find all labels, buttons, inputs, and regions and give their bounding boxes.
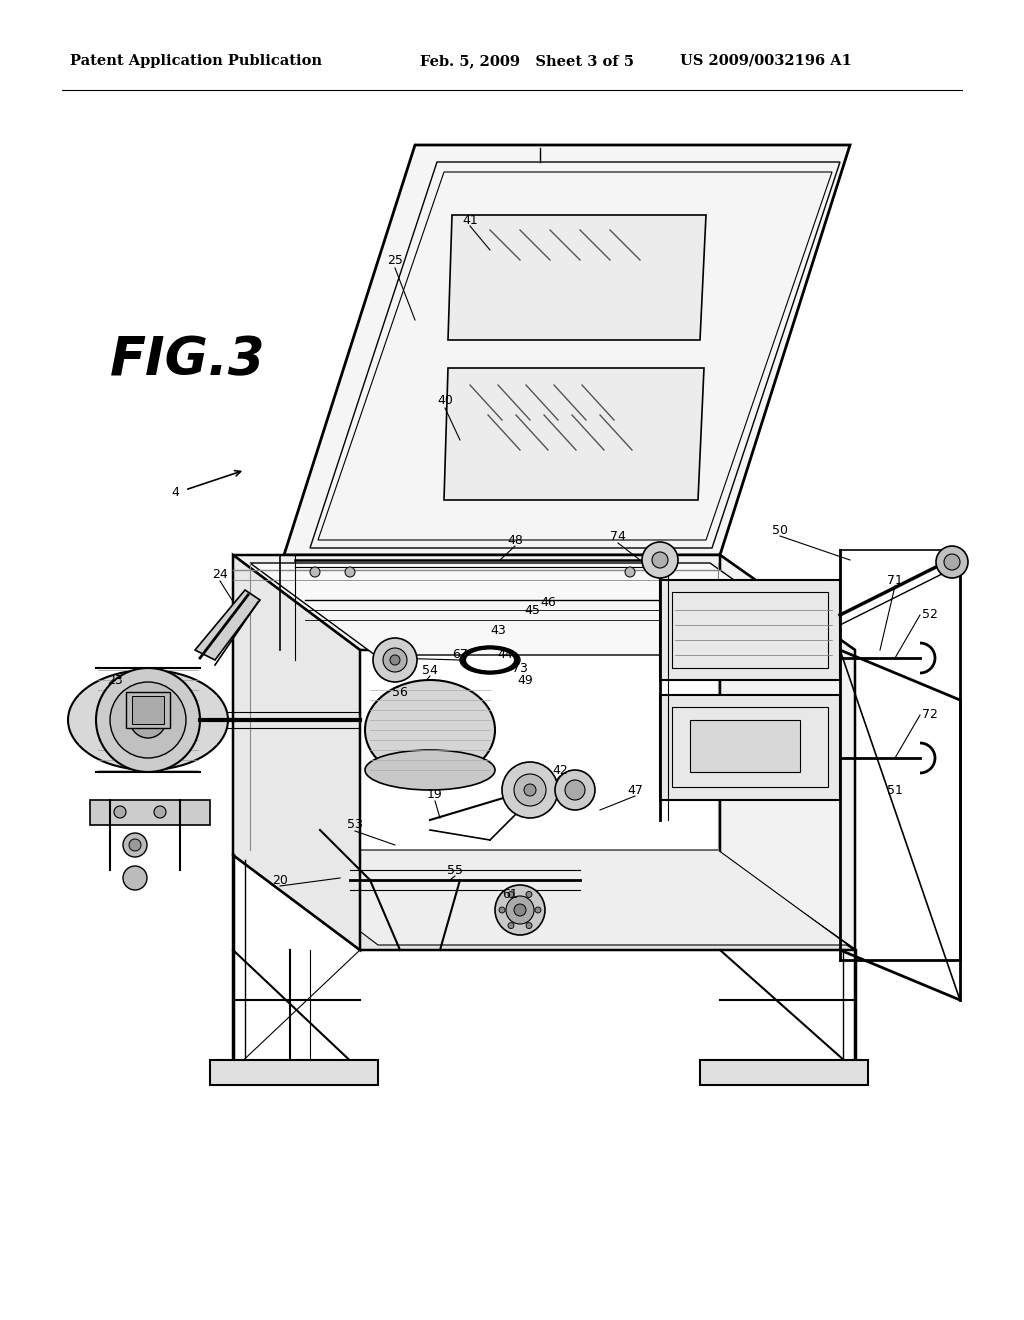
Bar [672, 591, 828, 668]
Text: 51: 51 [887, 784, 903, 796]
Text: Patent Application Publication: Patent Application Publication [70, 54, 322, 69]
Text: 56: 56 [392, 685, 408, 698]
Polygon shape [444, 368, 705, 500]
Circle shape [110, 682, 186, 758]
Circle shape [508, 923, 514, 928]
Bar [90, 800, 210, 825]
Polygon shape [233, 554, 360, 950]
Text: 25: 25 [387, 253, 402, 267]
Text: 54: 54 [422, 664, 438, 676]
Text: 40: 40 [437, 393, 453, 407]
Text: 41: 41 [462, 214, 478, 227]
Circle shape [936, 546, 968, 578]
Polygon shape [233, 554, 855, 649]
Circle shape [383, 648, 407, 672]
Circle shape [345, 568, 355, 577]
Text: 47: 47 [627, 784, 643, 796]
Circle shape [514, 904, 526, 916]
Polygon shape [284, 145, 850, 554]
Circle shape [508, 891, 514, 898]
Text: 24: 24 [212, 569, 228, 582]
Circle shape [373, 638, 417, 682]
Text: 74: 74 [610, 531, 626, 544]
Polygon shape [660, 579, 840, 680]
Circle shape [526, 891, 532, 898]
Text: 46: 46 [540, 595, 556, 609]
Circle shape [535, 907, 541, 913]
Circle shape [944, 554, 961, 570]
Circle shape [499, 907, 505, 913]
Polygon shape [253, 850, 848, 945]
Circle shape [652, 552, 668, 568]
Polygon shape [720, 554, 855, 950]
Text: 72: 72 [922, 709, 938, 722]
Text: 49: 49 [517, 673, 532, 686]
Circle shape [154, 807, 166, 818]
Text: FIG.3: FIG.3 [110, 334, 265, 385]
Text: 61: 61 [502, 888, 518, 902]
Circle shape [390, 655, 400, 665]
Text: 19: 19 [427, 788, 442, 801]
Ellipse shape [68, 671, 228, 770]
Bar [672, 708, 828, 787]
Text: 20: 20 [272, 874, 288, 887]
Bar [690, 719, 800, 772]
Text: 48: 48 [507, 533, 523, 546]
Bar [210, 1060, 378, 1085]
Circle shape [565, 780, 585, 800]
Circle shape [96, 668, 200, 772]
Polygon shape [250, 564, 840, 655]
Text: 71: 71 [887, 573, 903, 586]
Circle shape [660, 568, 670, 577]
Text: 23: 23 [108, 673, 123, 686]
Circle shape [526, 923, 532, 928]
Circle shape [140, 711, 156, 729]
Text: Feb. 5, 2009   Sheet 3 of 5: Feb. 5, 2009 Sheet 3 of 5 [420, 54, 634, 69]
Bar [132, 696, 164, 723]
Text: 53: 53 [347, 818, 362, 832]
Circle shape [625, 568, 635, 577]
Circle shape [123, 866, 147, 890]
Text: 55: 55 [447, 863, 463, 876]
Bar [700, 1060, 868, 1085]
Polygon shape [449, 215, 706, 341]
Text: 45: 45 [524, 603, 540, 616]
Text: 73: 73 [512, 661, 528, 675]
Circle shape [514, 774, 546, 807]
Polygon shape [233, 855, 855, 950]
Circle shape [129, 840, 141, 851]
Polygon shape [195, 590, 260, 660]
Text: 43: 43 [490, 623, 506, 636]
Text: 44: 44 [497, 648, 513, 661]
Ellipse shape [365, 750, 495, 789]
Text: US 2009/0032196 A1: US 2009/0032196 A1 [680, 54, 852, 69]
Ellipse shape [365, 680, 495, 780]
Circle shape [123, 833, 147, 857]
Circle shape [506, 896, 534, 924]
Text: 42: 42 [552, 763, 568, 776]
Circle shape [502, 762, 558, 818]
Text: 4: 4 [171, 487, 179, 499]
Circle shape [310, 568, 319, 577]
Circle shape [555, 770, 595, 810]
Polygon shape [660, 696, 840, 800]
Text: 52: 52 [922, 609, 938, 622]
Bar [126, 692, 170, 729]
Text: 50: 50 [772, 524, 788, 536]
Text: 67: 67 [452, 648, 468, 661]
Circle shape [114, 807, 126, 818]
Circle shape [642, 543, 678, 578]
Circle shape [524, 784, 536, 796]
Circle shape [495, 884, 545, 935]
Circle shape [130, 702, 166, 738]
